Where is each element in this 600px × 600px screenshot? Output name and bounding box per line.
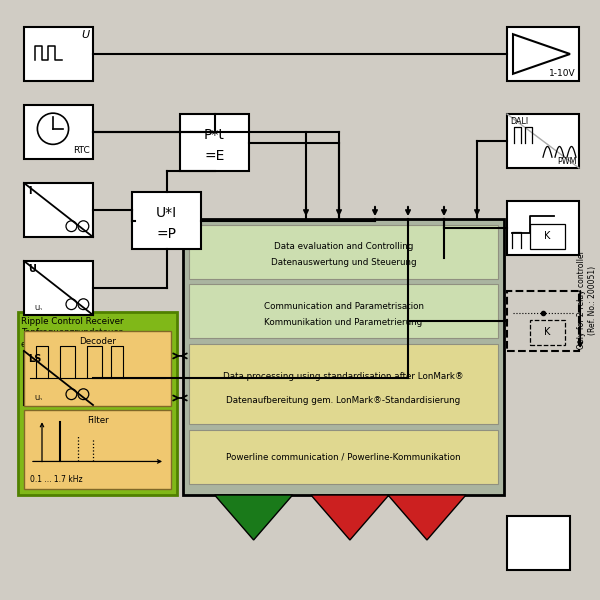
Text: Filter: Filter <box>86 416 109 425</box>
Text: Uₙ: Uₙ <box>35 305 43 311</box>
Text: Decoder: Decoder <box>79 337 116 346</box>
Text: 0.1 ... 1.7 kHz: 0.1 ... 1.7 kHz <box>30 475 83 484</box>
Bar <box>507 27 579 81</box>
Bar <box>24 27 93 81</box>
Text: Datenauswertung und Steuerung: Datenauswertung und Steuerung <box>271 259 416 268</box>
Text: Communication and Parametrisation: Communication and Parametrisation <box>263 302 424 311</box>
Text: P*t: P*t <box>204 128 225 142</box>
Bar <box>507 114 579 168</box>
Text: =E: =E <box>205 149 224 163</box>
Text: 1-10V: 1-10V <box>550 69 576 78</box>
Bar <box>507 201 579 255</box>
Text: Datenaufbereitung gem. LonMark®-Standardisierung: Datenaufbereitung gem. LonMark®-Standard… <box>226 396 461 405</box>
Text: U: U <box>81 30 89 40</box>
Bar <box>183 219 504 495</box>
Bar <box>180 114 249 171</box>
Bar <box>189 344 498 424</box>
Bar <box>24 183 93 237</box>
Bar <box>24 410 171 489</box>
Bar <box>24 331 171 406</box>
Text: Powerline communication / Powerline-Kommunikation: Powerline communication / Powerline-Komm… <box>226 452 461 461</box>
Text: Only for 2-relay controller
(Ref. No.: 200051): Only for 2-relay controller (Ref. No.: 2… <box>577 251 597 349</box>
Bar <box>18 312 177 495</box>
Text: Ripple Control Receiver
Tonfrequenzrundsteuer-
empfänger: Ripple Control Receiver Tonfrequenzrunds… <box>21 317 125 349</box>
Bar <box>189 225 498 279</box>
Bar <box>189 430 498 484</box>
Text: U*I: U*I <box>156 206 177 220</box>
Bar <box>507 291 579 351</box>
Polygon shape <box>215 495 293 540</box>
Text: K: K <box>544 232 550 241</box>
Text: Kommunikation und Parametrierung: Kommunikation und Parametrierung <box>265 318 422 327</box>
Bar <box>24 105 93 159</box>
Polygon shape <box>311 495 389 540</box>
Text: U: U <box>28 264 36 274</box>
Bar <box>189 284 498 338</box>
Text: DALI: DALI <box>510 117 528 126</box>
Text: Data evaluation and Controlling: Data evaluation and Controlling <box>274 242 413 251</box>
Text: Data processing using standardisation after LonMark®: Data processing using standardisation af… <box>223 371 464 380</box>
Text: LS: LS <box>28 354 41 364</box>
Bar <box>530 320 565 345</box>
Bar <box>132 192 201 249</box>
Text: I: I <box>28 186 32 196</box>
Text: RTC: RTC <box>73 146 89 155</box>
Text: Uₙ: Uₙ <box>35 395 43 401</box>
Text: PWM: PWM <box>557 157 577 166</box>
Bar <box>507 516 570 570</box>
Bar <box>24 261 93 315</box>
Bar <box>530 224 565 249</box>
Text: =P: =P <box>157 227 176 241</box>
Text: K: K <box>544 328 550 337</box>
Bar <box>24 351 93 405</box>
Polygon shape <box>388 495 466 540</box>
